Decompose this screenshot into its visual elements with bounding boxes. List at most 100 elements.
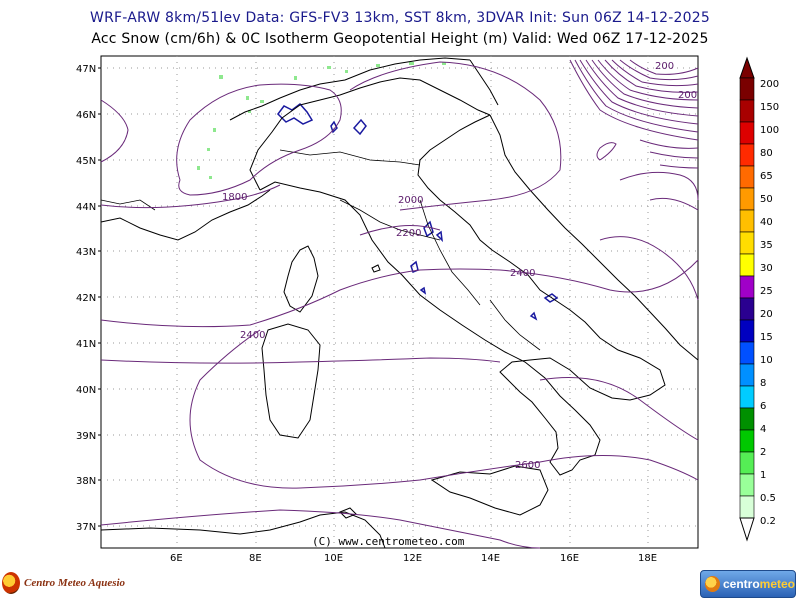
copyright-text: (C) www.centrometeo.com	[312, 535, 465, 548]
colorbar-label: 8	[760, 378, 766, 389]
map-frame-group	[100, 55, 699, 549]
latitude-label: 39N	[76, 431, 96, 442]
right-logo-text-a: centro	[722, 577, 760, 591]
colorbar-swatch	[739, 297, 755, 321]
colorbar-label: 150	[760, 102, 779, 113]
left-logo-text: Centro Meteo Aquesio	[24, 577, 126, 589]
colorbar-label: 2	[760, 447, 766, 458]
contour-labels: 200 200 1800 2000 2200 2400 2400 2600	[222, 61, 697, 471]
colorbar-label: 0.2	[760, 516, 776, 527]
longitude-label: 12E	[403, 553, 422, 564]
colorbar-label: 4	[760, 424, 766, 435]
contour-label: 2400	[240, 330, 265, 341]
latitude-label: 37N	[76, 522, 96, 533]
contour-label: 2400	[510, 268, 535, 279]
colorbar-swatch	[739, 319, 755, 343]
colorbar-swatch	[739, 187, 755, 211]
isotherm-line	[349, 61, 562, 211]
sun-logo-icon	[2, 572, 20, 594]
latitude-label: 38N	[76, 476, 96, 487]
isotherm-line	[359, 225, 441, 236]
colorbar-swatch	[739, 99, 755, 123]
alps-border	[249, 77, 491, 191]
colorbar-swatch	[739, 385, 755, 409]
right-logo-text-b: meteo	[759, 577, 795, 591]
isotherm-line	[100, 184, 281, 209]
colorbar-labels: 200 150 100 80 65 50 40 35 30 25 20 15 1…	[760, 79, 779, 527]
colorbar-label: 200	[760, 79, 779, 90]
longitude-label: 8E	[249, 553, 262, 564]
latitude-label: 43N	[76, 247, 96, 258]
longitude-label: 6E	[170, 553, 183, 564]
north-border	[229, 57, 471, 121]
colorbar-label: 15	[760, 332, 773, 343]
contour-label: 200	[678, 90, 697, 101]
colorbar-boxes	[739, 77, 755, 519]
centro-meteo-aquesio-logo: Centro Meteo Aquesio	[2, 570, 125, 596]
colorbar-swatch	[739, 209, 755, 233]
colorbar-label: 100	[760, 125, 779, 136]
contour-label: 1800	[222, 192, 247, 203]
colorbar-swatch	[739, 451, 755, 475]
colorbar-label: 1	[760, 470, 766, 481]
contour-label: 2000	[398, 195, 423, 206]
sardinia-coastline	[261, 323, 321, 439]
colorbar-swatch	[739, 473, 755, 497]
latitude-label: 42N	[76, 293, 96, 304]
balkan-coast	[489, 114, 699, 361]
longitude-axis: 6E 8E 10E 12E 14E 16E 18E	[170, 553, 657, 564]
colorbar-label: 65	[760, 171, 773, 182]
colorbar-swatch	[739, 231, 755, 255]
isotherm-line	[100, 509, 541, 549]
colorbar-swatch	[739, 341, 755, 365]
colorbar-label: 20	[760, 309, 773, 320]
isotherm-cluster-ne	[569, 59, 699, 169]
latitude-axis: 47N 46N 45N 44N 43N 42N 41N 40N 39N 38N …	[76, 64, 96, 533]
colorbar-swatch	[739, 143, 755, 167]
france-coast	[100, 189, 271, 241]
colorbar-label: 0.5	[760, 493, 776, 504]
coastlines	[100, 57, 699, 549]
isotherm-line	[176, 83, 342, 196]
contour-label: 2600	[515, 460, 540, 471]
globe-logo-icon	[705, 576, 720, 592]
isotherm-line	[649, 197, 699, 211]
colorbar-swatch	[739, 429, 755, 453]
latitude-label: 41N	[76, 339, 96, 350]
region-borders	[279, 149, 421, 166]
colorbar-bottom-arrow	[739, 517, 755, 542]
snow-accumulation-light	[197, 62, 446, 179]
map-plot-area	[100, 55, 699, 549]
colorbar-label: 80	[760, 148, 773, 159]
colorbar-label: 40	[760, 217, 773, 228]
colorbar-swatch	[739, 77, 755, 101]
corsica-coastline	[283, 245, 319, 313]
africa-coast	[100, 511, 386, 549]
colorbar-swatch	[739, 253, 755, 277]
latitude-label: 44N	[76, 202, 96, 213]
colorbar: 200 150 100 80 65 50 40 35 30 25 20 15 1…	[739, 56, 779, 542]
colorbar-swatch	[739, 165, 755, 189]
colorbar-label: 30	[760, 263, 773, 274]
colorbar-swatch	[739, 121, 755, 145]
latitude-label: 40N	[76, 385, 96, 396]
longitude-label: 18E	[638, 553, 657, 564]
chart-title-line-1: WRF-ARW 8km/51lev Data: GFS-FV3 13km, SS…	[90, 10, 710, 26]
isotherm-line	[599, 236, 699, 301]
colorbar-swatch	[739, 275, 755, 299]
colorbar-swatch	[739, 495, 755, 519]
longitude-label: 14E	[481, 553, 500, 564]
chart-title-line-2: Acc Snow (cm/6h) & 0C Isotherm Geopotent…	[91, 31, 709, 47]
longitude-label: 16E	[560, 553, 579, 564]
latitude-label: 47N	[76, 64, 96, 75]
right-logo-text: centrometeo	[723, 577, 795, 591]
italy-coastline	[259, 114, 666, 476]
latitude-label: 45N	[76, 156, 96, 167]
colorbar-swatch	[739, 407, 755, 431]
contour-label: 2200	[396, 228, 421, 239]
colorbar-label: 50	[760, 194, 773, 205]
isotherm-line	[189, 329, 699, 489]
latitude-label: 46N	[76, 110, 96, 121]
centrometeo-logo: centrometeo	[700, 570, 796, 598]
colorbar-label: 6	[760, 401, 766, 412]
